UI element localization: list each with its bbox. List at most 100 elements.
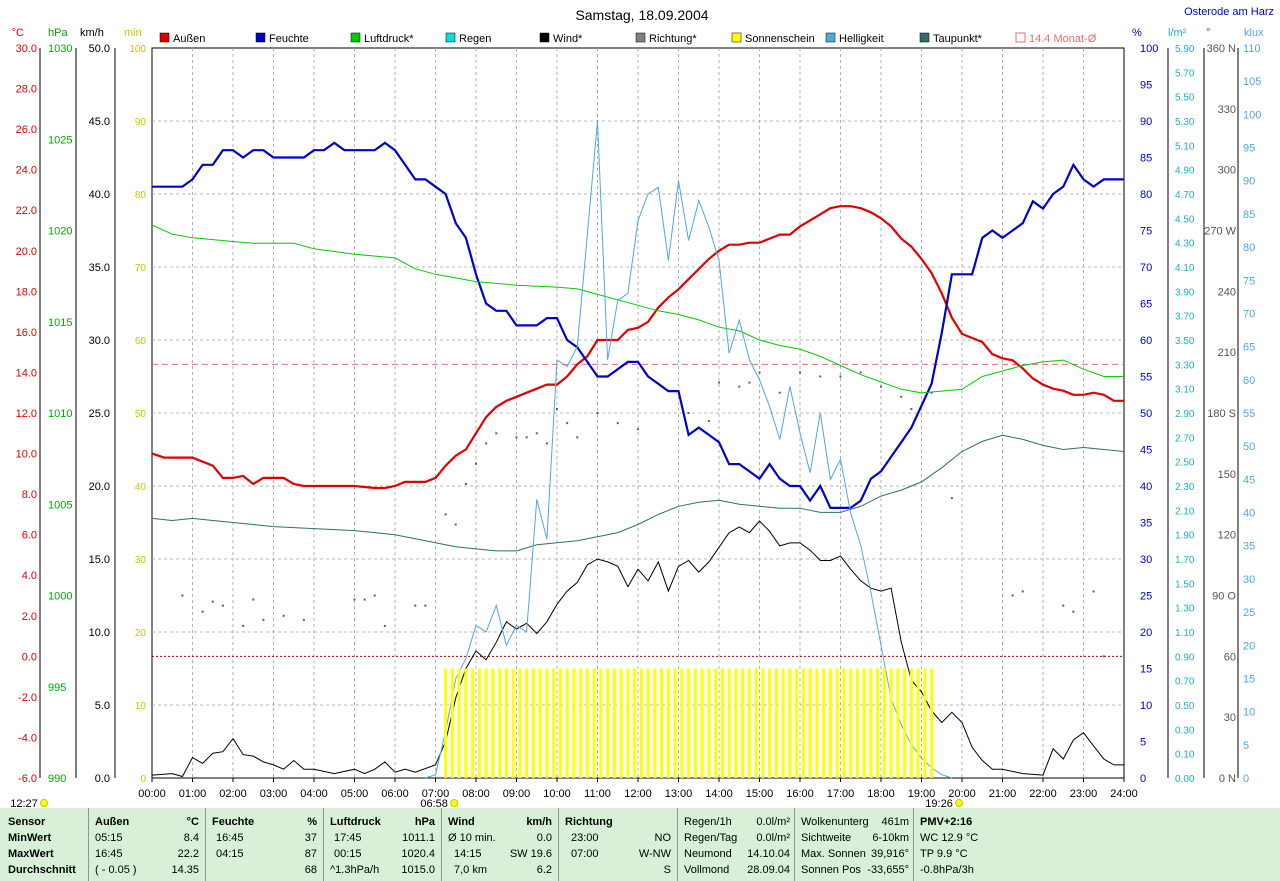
dir-axis-tick: 30 [1224,712,1236,724]
rain-axis-tick: 0.30 [1175,725,1195,736]
neumond-val: 14.10.04 [747,848,790,860]
sun-bar [457,668,461,778]
direction-dot [637,428,639,431]
wind-axis-tick: 45.0 [89,116,110,128]
direction-dot [950,497,953,500]
unit-klux: klux [1244,27,1264,39]
wolken-label: Wolkenunterg [801,816,869,828]
wind-r3-label: 7,0 km [454,864,488,876]
direction-dot [596,412,599,414]
rain-axis-tick: 2.90 [1175,409,1195,420]
lux-axis-tick: 110 [1243,43,1261,55]
sun-bar [687,668,691,778]
regen-r1-val: 0.0l/m² [756,816,790,828]
wind-axis-tick: 5.0 [95,700,110,712]
info-panel: Sensor MinWert MaxWert Durchschnitt Auße… [0,808,1280,881]
feuchte-avg-val: 68 [304,864,317,876]
sun-bar [835,668,839,778]
press-axis-tick: 1020 [48,226,72,238]
time-now-marker [40,799,48,807]
temp-axis-tick: 2.0 [22,611,37,623]
temp-axis-tick: 8.0 [22,489,37,501]
right-axes: 1009590858075706560555045403530252015105… [1140,43,1261,785]
sun-bar [660,668,664,778]
aussen-min-val: 8.4 [183,832,199,844]
aussen-min-time: 05:15 [95,832,123,844]
direction-dot [211,600,214,603]
direction-dot [566,422,569,425]
direction-dot [444,513,447,516]
left-axes: 30.0 28.0 26.0 24.0 22.0 20.0 18.0 16.0 14.0 12.0… [16,43,147,785]
direction-dot [252,598,255,601]
sun-bar [808,668,812,778]
dir-axis-tick: 120 [1218,530,1236,542]
sun-bar [491,668,495,778]
sun-bar [734,668,738,778]
sun-bar [788,668,792,778]
sun-bar [552,668,556,778]
richtung-r2-val: W-NW [638,848,671,860]
direction-dot [302,618,305,621]
direction-dot [282,614,285,617]
dir-axis-tick: 300 [1218,165,1236,177]
legend-label-taupunkt: Taupunkt* [933,33,983,45]
hum-axis-tick: 100 [1140,43,1158,55]
sun-bar [572,668,576,778]
temp-axis-tick: 22.0 [16,205,37,217]
info-regen-col: Regen/1h 0.0l/m² Regen/Tag 0.0l/m² Neumond… [678,808,795,881]
sun-bar [579,668,583,778]
rain-axis-tick: 5.70 [1175,68,1195,79]
legend-label-feuchte: Feuchte [269,33,309,45]
hum-axis-tick: 60 [1140,335,1152,347]
direction-dot [545,442,548,445]
dir-axis-tick: 0 N [1219,773,1236,785]
lux-axis-tick: 60 [1243,375,1255,387]
direction-dot [535,432,538,435]
wind-r3-val: 6.2 [536,864,552,876]
rain-axis-tick: 3.90 [1175,287,1195,298]
x-tick-label: 01:00 [179,788,207,800]
sun-axis-tick: 50 [135,409,147,420]
x-tick-label: 21:00 [989,788,1017,800]
dir-axis-tick: 90 O [1212,591,1236,603]
sun-axis-tick: 100 [129,44,146,55]
lux-axis-tick: 10 [1243,707,1255,719]
rain-axis-tick: 0.70 [1175,677,1195,688]
rain-axis-tick: 2.70 [1175,433,1195,444]
rain-axis-tick: 1.90 [1175,531,1195,542]
sun-bar [882,668,886,778]
legend-swatch-aussen [159,32,170,43]
unit-%: % [1132,27,1142,39]
sichtweite-label: Sichtweite [801,832,852,844]
wind-r2-time: 14:15 [454,848,482,860]
direction-dot [1062,604,1065,607]
direction-dot [424,604,427,607]
aussen-avg-val: 14.35 [171,864,199,876]
wind-r2-val: SW 19.6 [509,848,552,860]
regen-r2-label: Regen/Tag [684,832,738,844]
sun-bar [444,668,448,778]
hum-axis-tick: 25 [1140,591,1152,603]
hum-axis-tick: 55 [1140,372,1152,384]
sun-bar [741,668,745,778]
direction-dot [221,604,224,607]
direction-dot [900,395,903,398]
x-tick-label: 09:00 [503,788,531,800]
sun-bar [471,668,475,778]
rain-axis-tick: 1.70 [1175,555,1195,566]
temp-axis-tick: 20.0 [16,246,37,258]
direction-dot [353,598,356,601]
rain-axis-tick: 5.30 [1175,117,1195,128]
rain-axis-tick: 1.50 [1175,579,1195,590]
unit-x: ° [1206,27,1210,39]
x-tick-label: 22:00 [1029,788,1057,800]
legend-label-regen: Regen [459,33,491,45]
x-tick-label: 05:00 [341,788,369,800]
hum-axis-tick: 30 [1140,554,1152,566]
sun-bar [869,668,873,778]
x-tick-label: 03:00 [260,788,288,800]
wind-axis-tick: 35.0 [89,262,110,274]
hum-axis-tick: 20 [1140,627,1152,639]
rain-axis-tick: 3.30 [1175,360,1195,371]
direction-dot [576,436,579,439]
